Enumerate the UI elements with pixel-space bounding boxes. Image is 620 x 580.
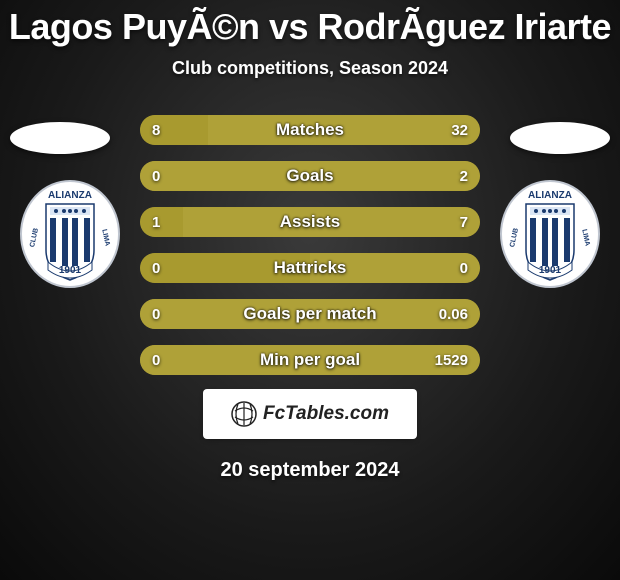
fctables-logo-icon: [231, 401, 257, 427]
stat-label: Hattricks: [140, 258, 480, 278]
flag-right: [510, 122, 610, 154]
stats-container: 832Matches 02Goals 17Assists 00Hattricks 00.…: [140, 115, 480, 375]
svg-text:1901: 1901: [59, 265, 82, 276]
stat-row: 02Goals: [140, 161, 480, 191]
svg-text:ALIANZA: ALIANZA: [48, 190, 92, 201]
page-title: Lagos PuyÃ©n vs RodrÃ­guez Iriarte: [0, 6, 620, 48]
stat-label: Min per goal: [140, 350, 480, 370]
stat-row: 17Assists: [140, 207, 480, 237]
fctables-label: FcTables.com: [263, 403, 389, 425]
stat-label: Goals per match: [140, 304, 480, 324]
stat-label: Goals: [140, 166, 480, 186]
svg-text:1901: 1901: [539, 265, 562, 276]
subtitle: Club competitions, Season 2024: [0, 58, 620, 79]
stat-row: 00Hattricks: [140, 253, 480, 283]
stat-row: 01529Min per goal: [140, 345, 480, 375]
stat-row: 832Matches: [140, 115, 480, 145]
flag-left: [10, 122, 110, 154]
club-crest-right: ALIANZA CLUB LIMA 1901: [500, 180, 600, 288]
stat-row: 00.06Goals per match: [140, 299, 480, 329]
fctables-badge: FcTables.com: [205, 391, 415, 437]
date-label: 20 september 2024: [0, 459, 620, 482]
content-wrapper: Lagos PuyÃ©n vs RodrÃ­guez Iriarte Club …: [0, 0, 620, 580]
stat-label: Matches: [140, 120, 480, 140]
svg-text:ALIANZA: ALIANZA: [528, 190, 572, 201]
club-crest-left: ALIANZA CLUB LIMA 1901: [20, 180, 120, 288]
stat-label: Assists: [140, 212, 480, 232]
